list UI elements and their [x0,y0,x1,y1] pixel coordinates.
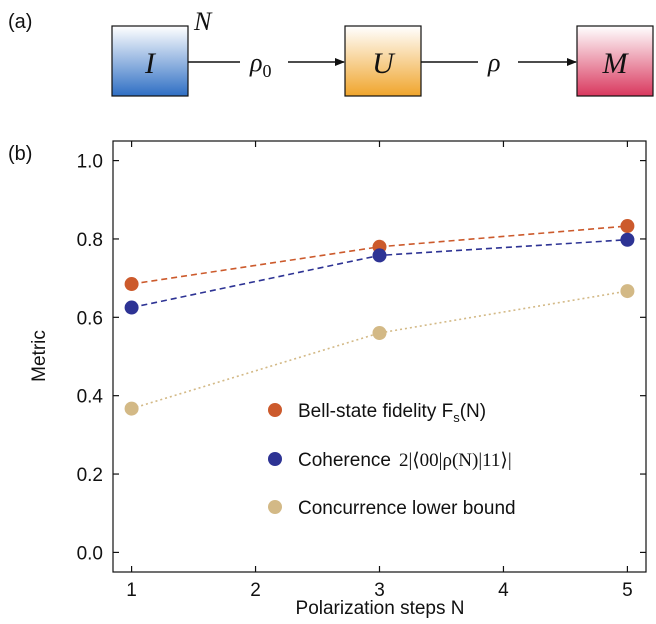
x-tick-label-4: 5 [622,580,633,601]
point-concurrence-0 [124,401,139,416]
arrow-1-rho-symbol: ρ [249,48,262,77]
legend-entry-fidelity: Bell-state fidelity Fs(N) [268,401,486,425]
series-line-concurrence [131,290,628,410]
panel-a-label: (a) [8,11,32,33]
panel-b: (b) 1 2 3 4 5 0.0 0.2 0.4 0.6 0.8 1.0 Polarization… [8,140,647,619]
x-tick-label-3: 4 [498,580,509,601]
legend-fidelity-tail: (N) [460,401,486,422]
legend-entry-coherence: Coherence 2|⟨00|ρ(N)|11⟩| [268,450,512,471]
series-layer [124,219,635,416]
legend-label-concurrence: Concurrence lower bound [298,498,516,519]
point-coherence-0 [124,300,139,315]
block-i-label: I [144,47,157,80]
y-tick-label-5: 1.0 [77,152,103,173]
y-tick-label-2: 0.4 [77,387,104,408]
block-u [344,25,422,97]
legend-label-coherence: Coherence 2|⟨00|ρ(N)|11⟩| [298,450,512,471]
block-m-label: M [602,47,630,80]
arrow-1-rho: ρ0 [249,48,271,81]
block-m [576,25,654,97]
arrow-2-rho: ρ [487,48,500,77]
y-tick-label-4: 0.8 [77,230,103,251]
legend-fidelity-sub: s [453,410,460,425]
n-label: N [193,7,213,36]
x-tick-label-0: 1 [126,580,137,601]
legend-marker-concurrence [268,500,282,514]
arrow-1-rho-subscript: 0 [262,61,271,81]
point-concurrence-2 [620,284,635,299]
point-fidelity-2 [620,219,635,234]
x-axis-title: Polarization steps N [296,598,465,619]
y-axis-title: Metric [29,330,50,382]
x-tick-label-2: 3 [374,580,385,601]
legend-marker-coherence [268,452,282,466]
legend-coherence-name: Coherence [298,450,391,471]
legend-fidelity-name: Bell-state fidelity F [298,401,453,422]
panel-b-label: (b) [8,143,32,165]
point-coherence-2 [620,232,635,247]
panel-a: (a) I U M N ρ0 ρ [8,7,654,97]
block-i [111,25,189,97]
y-tick-label-1: 0.2 [77,465,103,486]
y-tick-label-0: 0.0 [77,543,103,564]
x-tick-label-1: 2 [250,580,261,601]
point-coherence-1 [372,248,387,263]
point-fidelity-0 [124,277,139,292]
point-concurrence-1 [372,325,387,340]
axis-ticks: 1 2 3 4 5 0.0 0.2 0.4 0.6 0.8 1.0 [77,141,646,601]
legend-marker-fidelity [268,403,282,417]
y-tick-label-3: 0.6 [77,308,103,329]
block-u-label: U [372,47,396,80]
legend-entry-concurrence: Concurrence lower bound [268,498,516,519]
legend-coherence-math: 2|⟨00|ρ(N)|11⟩| [399,450,512,471]
legend: Bell-state fidelity Fs(N) Coherence 2|⟨00… [268,401,516,519]
legend-label-fidelity: Bell-state fidelity Fs(N) [298,401,486,425]
